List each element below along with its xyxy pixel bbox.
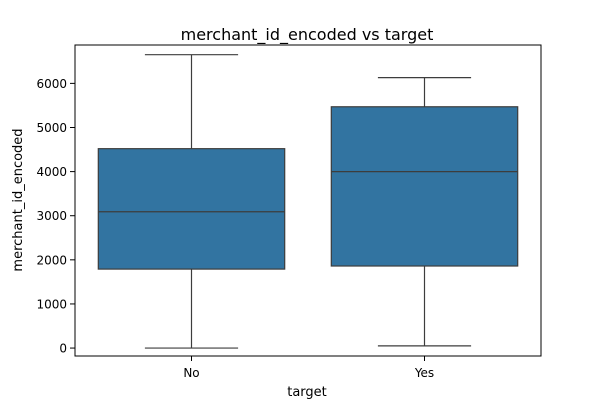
iqr-box (330, 106, 519, 267)
y-tick-label: 6000 (36, 77, 67, 91)
ticks-layer: 0 1000 2000 3000 4000 5000 6000 No Yes (36, 77, 434, 380)
y-tick-label: 2000 (36, 253, 67, 267)
box-group (330, 77, 519, 347)
y-tick-label: 4000 (36, 165, 67, 179)
y-axis-label: merchant_id_encoded (11, 128, 26, 271)
boxes-layer (97, 54, 519, 349)
y-tick-label: 3000 (36, 209, 67, 223)
chart-title: merchant_id_encoded vs target (181, 25, 434, 45)
x-axis-label: target (287, 385, 327, 400)
plot-frame (74, 44, 542, 357)
y-tick-label: 1000 (36, 297, 67, 311)
x-tick-label: No (183, 366, 199, 380)
x-tick-label: Yes (414, 366, 434, 380)
y-tick-label: 5000 (36, 121, 67, 135)
y-tick-label: 0 (59, 342, 67, 356)
box-group (97, 54, 286, 349)
iqr-box (97, 148, 286, 270)
